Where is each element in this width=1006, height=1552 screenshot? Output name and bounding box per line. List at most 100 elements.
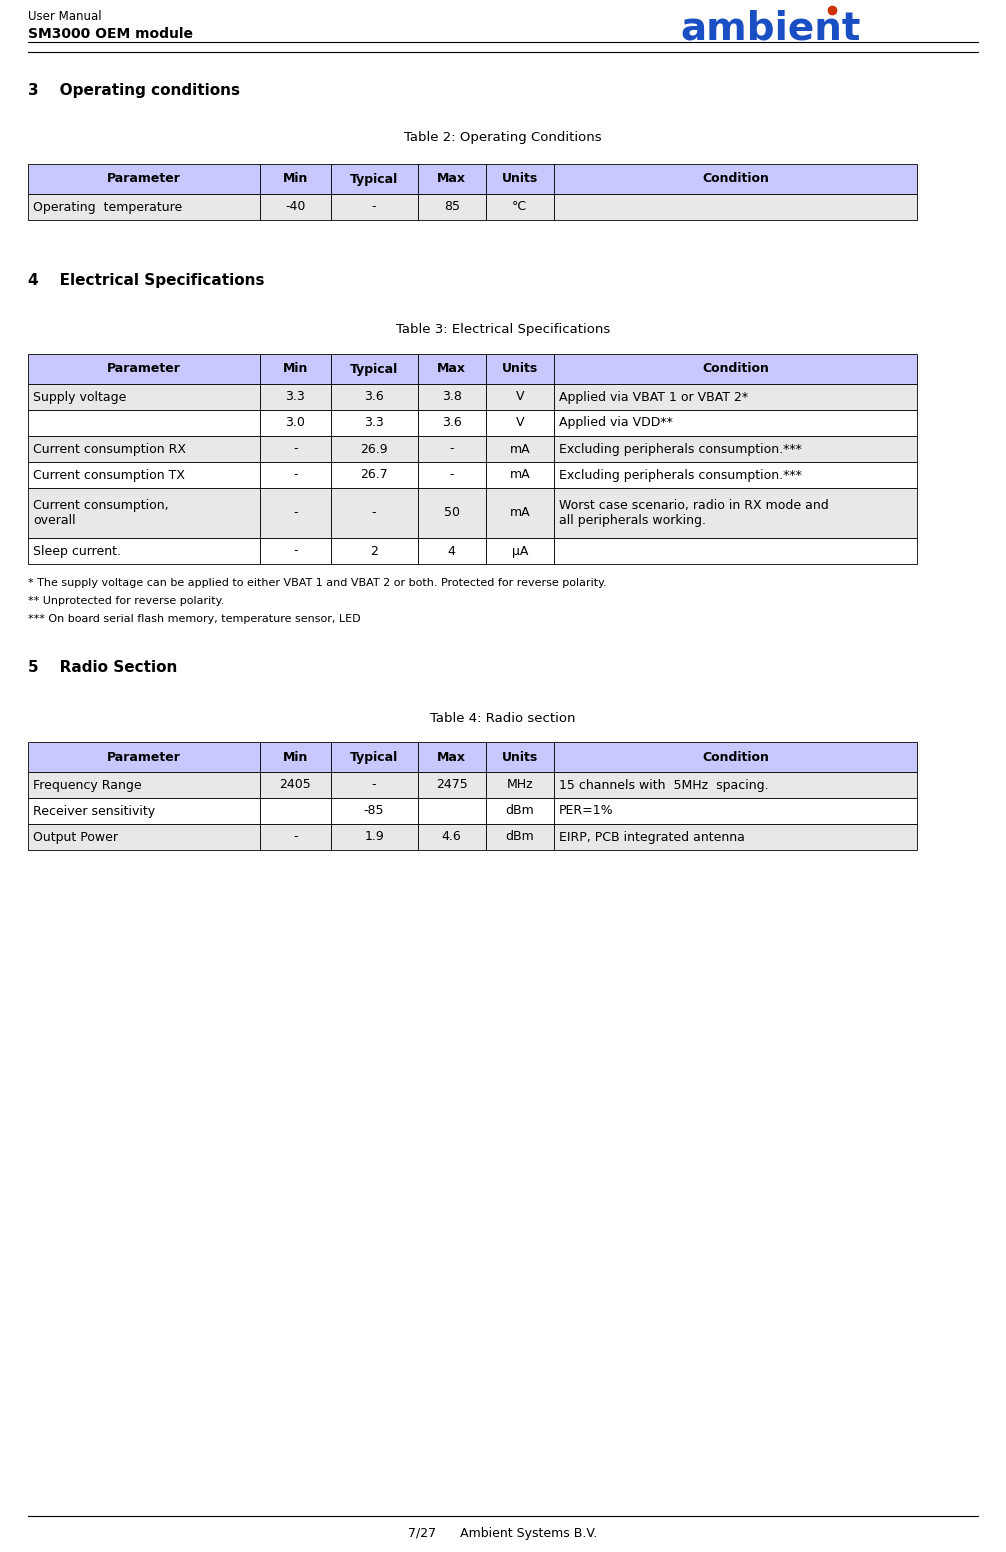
Bar — [28, 771, 260, 798]
Text: -: - — [372, 506, 376, 520]
Text: MHz: MHz — [506, 779, 533, 792]
Bar — [486, 798, 553, 824]
Bar — [486, 462, 553, 487]
Text: μA: μA — [511, 545, 528, 557]
Text: * The supply voltage can be applied to either VBAT 1 and VBAT 2 or both. Protect: * The supply voltage can be applied to e… — [28, 577, 607, 588]
Text: Current consumption TX: Current consumption TX — [33, 469, 185, 481]
Bar — [553, 354, 916, 383]
Text: -: - — [450, 469, 454, 481]
Bar — [417, 742, 486, 771]
Text: 3.3: 3.3 — [286, 391, 305, 404]
Text: User Manual: User Manual — [28, 9, 102, 22]
Bar — [28, 742, 260, 771]
Bar — [28, 824, 260, 850]
Bar — [28, 462, 260, 487]
Text: 26.7: 26.7 — [360, 469, 388, 481]
Text: Units: Units — [502, 751, 538, 764]
Text: Condition: Condition — [702, 363, 769, 376]
Text: Min: Min — [283, 751, 308, 764]
Text: Applied via VBAT 1 or VBAT 2*: Applied via VBAT 1 or VBAT 2* — [558, 391, 747, 404]
Text: Sleep current.: Sleep current. — [33, 545, 121, 557]
Text: Current consumption RX: Current consumption RX — [33, 442, 186, 455]
Bar — [331, 742, 417, 771]
Bar — [486, 487, 553, 539]
Bar — [260, 165, 331, 194]
Text: 1.9: 1.9 — [364, 830, 384, 843]
Bar — [331, 165, 417, 194]
Text: Excluding peripherals consumption.***: Excluding peripherals consumption.*** — [558, 442, 802, 455]
Text: -85: -85 — [364, 804, 384, 818]
Text: 15 channels with  5MHz  spacing.: 15 channels with 5MHz spacing. — [558, 779, 769, 792]
Bar — [260, 487, 331, 539]
Bar — [331, 354, 417, 383]
Bar — [553, 165, 916, 194]
Bar — [553, 487, 916, 539]
Text: Receiver sensitivity: Receiver sensitivity — [33, 804, 155, 818]
Text: 3.0: 3.0 — [286, 416, 305, 430]
Text: *** On board serial flash memory, temperature sensor, LED: *** On board serial flash memory, temper… — [28, 615, 360, 624]
Text: 3.8: 3.8 — [442, 391, 462, 404]
Bar — [28, 539, 260, 563]
Bar — [417, 539, 486, 563]
Bar — [28, 383, 260, 410]
Text: Typical: Typical — [350, 363, 398, 376]
Text: °C: °C — [512, 200, 527, 214]
Text: Min: Min — [283, 172, 308, 186]
Text: 3    Operating conditions: 3 Operating conditions — [28, 82, 240, 98]
Bar — [260, 742, 331, 771]
Text: 3.3: 3.3 — [364, 416, 384, 430]
Text: EIRP, PCB integrated antenna: EIRP, PCB integrated antenna — [558, 830, 744, 843]
Bar — [331, 539, 417, 563]
Text: -: - — [293, 442, 298, 455]
Bar — [331, 383, 417, 410]
Bar — [28, 165, 260, 194]
Text: -: - — [372, 779, 376, 792]
Text: ** Unprotected for reverse polarity.: ** Unprotected for reverse polarity. — [28, 596, 224, 605]
Bar — [331, 462, 417, 487]
Text: Parameter: Parameter — [107, 751, 181, 764]
Bar — [260, 410, 331, 436]
Text: mA: mA — [509, 506, 530, 520]
Text: 4.6: 4.6 — [442, 830, 462, 843]
Text: Operating  temperature: Operating temperature — [33, 200, 182, 214]
Bar — [486, 410, 553, 436]
Bar — [486, 824, 553, 850]
Text: Units: Units — [502, 363, 538, 376]
Bar — [260, 436, 331, 462]
Text: 2475: 2475 — [436, 779, 468, 792]
Text: 5    Radio Section: 5 Radio Section — [28, 661, 177, 675]
Bar — [417, 798, 486, 824]
Bar — [331, 487, 417, 539]
Bar — [28, 410, 260, 436]
Text: V: V — [515, 416, 524, 430]
Bar — [553, 798, 916, 824]
Text: Output Power: Output Power — [33, 830, 118, 843]
Text: Condition: Condition — [702, 172, 769, 186]
Bar — [417, 436, 486, 462]
Text: 7/27      Ambient Systems B.V.: 7/27 Ambient Systems B.V. — [408, 1527, 598, 1541]
Text: Max: Max — [438, 172, 466, 186]
Text: Units: Units — [502, 172, 538, 186]
Bar — [260, 194, 331, 220]
Text: Supply voltage: Supply voltage — [33, 391, 127, 404]
Bar — [486, 354, 553, 383]
Bar — [28, 354, 260, 383]
Bar — [260, 824, 331, 850]
Text: ambient: ambient — [680, 9, 860, 47]
Text: Parameter: Parameter — [107, 172, 181, 186]
Bar — [260, 354, 331, 383]
Text: 2405: 2405 — [280, 779, 311, 792]
Text: Min: Min — [283, 363, 308, 376]
Text: Typical: Typical — [350, 751, 398, 764]
Text: 2: 2 — [370, 545, 378, 557]
Text: mA: mA — [509, 469, 530, 481]
Bar — [28, 798, 260, 824]
Bar — [260, 539, 331, 563]
Bar — [331, 798, 417, 824]
Text: V: V — [515, 391, 524, 404]
Bar — [331, 824, 417, 850]
Text: Frequency Range: Frequency Range — [33, 779, 142, 792]
Bar — [417, 410, 486, 436]
Bar — [486, 436, 553, 462]
Text: Applied via VDD**: Applied via VDD** — [558, 416, 673, 430]
